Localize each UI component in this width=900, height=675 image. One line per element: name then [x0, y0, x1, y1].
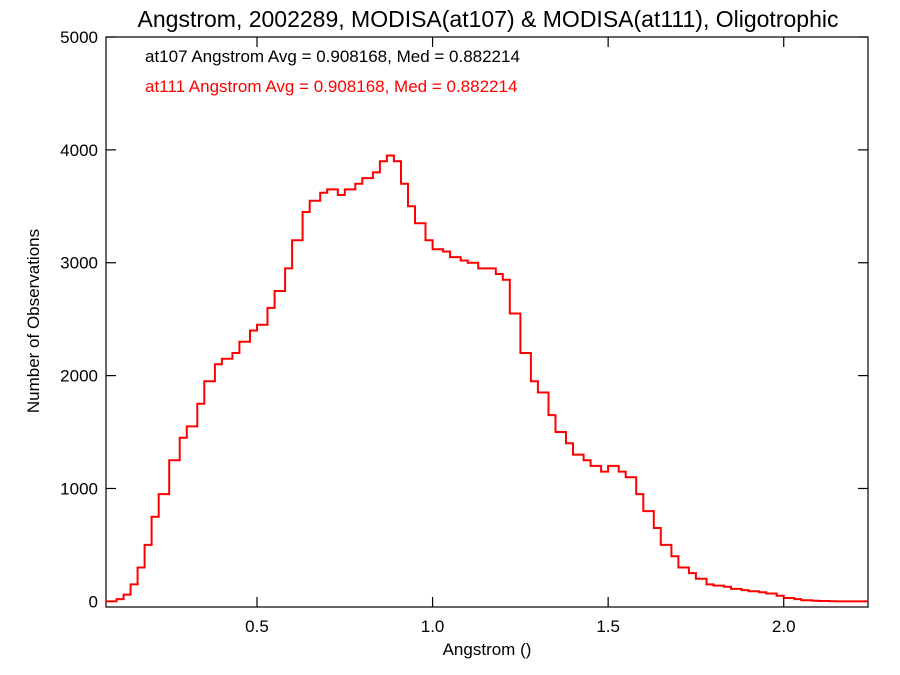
x-axis-ticks: 0.5 1.0 1.5 2.0: [245, 37, 796, 636]
x-tick-label: 0.5: [245, 617, 269, 636]
plot-frame: [105, 36, 869, 608]
histogram-line-at111: [106, 154, 868, 603]
x-tick-label: 1.0: [421, 617, 445, 636]
y-tick-label: 3000: [60, 254, 98, 273]
stats-annotations: at107 Angstrom Avg = 0.908168, Med = 0.8…: [145, 47, 520, 96]
stats-annotation: at111 Angstrom Avg = 0.908168, Med = 0.8…: [145, 77, 517, 96]
stats-annotation: at107 Angstrom Avg = 0.908168, Med = 0.8…: [145, 47, 520, 66]
y-axis-ticks: 0 1000 2000 3000 4000 5000: [60, 28, 868, 611]
chart-title: Angstrom, 2002289, MODISA(at107) & MODIS…: [138, 6, 839, 32]
y-tick-label: 1000: [60, 479, 98, 498]
x-axis-label: Angstrom (): [443, 640, 532, 659]
x-tick-label: 2.0: [772, 617, 796, 636]
y-tick-label: 0: [89, 592, 98, 611]
y-axis-label: Number of Observations: [24, 229, 43, 413]
y-tick-label: 2000: [60, 367, 98, 386]
y-tick-label: 5000: [60, 28, 98, 47]
y-tick-label: 4000: [60, 141, 98, 160]
x-tick-label: 1.5: [596, 617, 620, 636]
